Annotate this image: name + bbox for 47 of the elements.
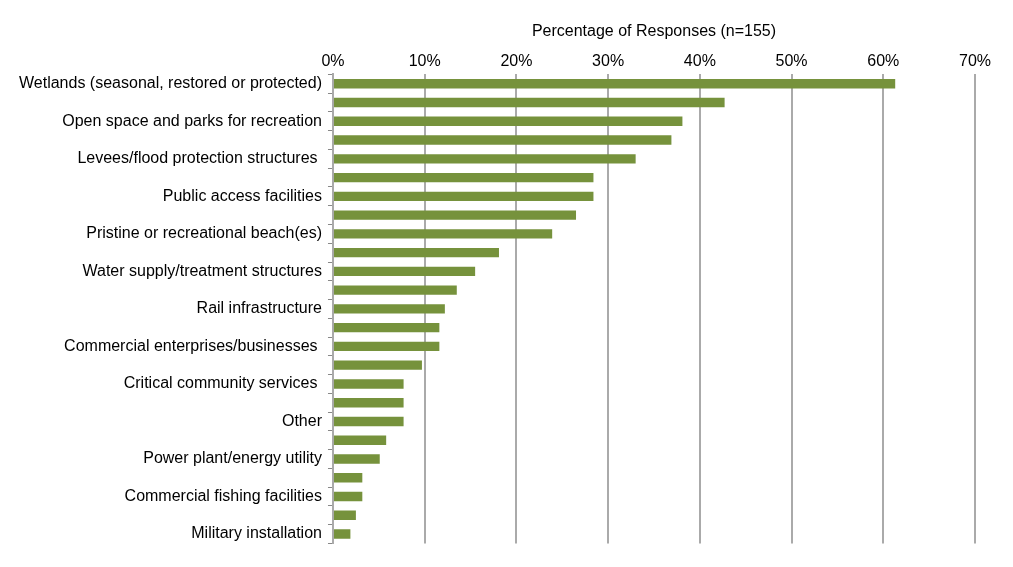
- x-tick-label: 40%: [683, 52, 716, 70]
- y-tick-label: Open space and parks for recreation: [62, 111, 322, 129]
- y-tick-label: Rail infrastructure: [196, 299, 323, 317]
- y-tick-label: Commercial fishing facilities: [124, 486, 322, 504]
- y-tick-label: Pristine or recreational beach(es): [86, 224, 322, 242]
- bar: [333, 510, 356, 520]
- bar: [333, 341, 440, 352]
- bar: [333, 360, 422, 370]
- bar: [333, 304, 445, 314]
- x-tick-label: 20%: [500, 52, 533, 70]
- bar: [333, 79, 896, 89]
- x-tick-label: 0%: [321, 52, 345, 70]
- bar: [333, 247, 499, 258]
- y-tick-label: Wetlands (seasonal, restored or protected): [19, 74, 322, 92]
- bar: [333, 97, 725, 108]
- y-tick-label: Water supply/treatment structures: [82, 261, 322, 279]
- y-tick-label: Public access facilities: [162, 186, 322, 204]
- y-tick-label: Other: [281, 411, 323, 429]
- x-tick-label: 10%: [408, 52, 441, 70]
- y-tick-label: Levees/flood protection structures: [77, 149, 322, 167]
- bar: [333, 416, 404, 427]
- bar: [333, 172, 594, 183]
- x-tick-label: 50%: [775, 52, 808, 70]
- bar: [333, 154, 636, 164]
- y-tick-label: Commercial enterprises/businesses: [64, 336, 322, 354]
- bar: [333, 285, 457, 295]
- x-axis-title: Percentage of Responses (n=155): [531, 22, 777, 40]
- bar: [333, 529, 351, 539]
- bar: [333, 473, 363, 483]
- y-tick-label: Critical community services: [123, 374, 322, 392]
- bar: [333, 266, 476, 277]
- bar: [333, 135, 672, 145]
- bar: [333, 435, 387, 445]
- bar: [333, 229, 553, 239]
- bar: [333, 398, 404, 408]
- y-tick-label: Military installation: [191, 524, 322, 542]
- bar: [333, 116, 683, 126]
- bar: [333, 322, 440, 333]
- x-tick-label: 30%: [592, 52, 625, 70]
- bar: [333, 379, 404, 389]
- x-tick-label: 60%: [867, 52, 900, 70]
- bar: [333, 191, 594, 202]
- y-tick-label: Power plant/energy utility: [143, 449, 322, 467]
- bar: [333, 491, 363, 502]
- bar: [333, 454, 380, 464]
- bar: [333, 210, 577, 220]
- x-tick-label: 70%: [958, 52, 992, 70]
